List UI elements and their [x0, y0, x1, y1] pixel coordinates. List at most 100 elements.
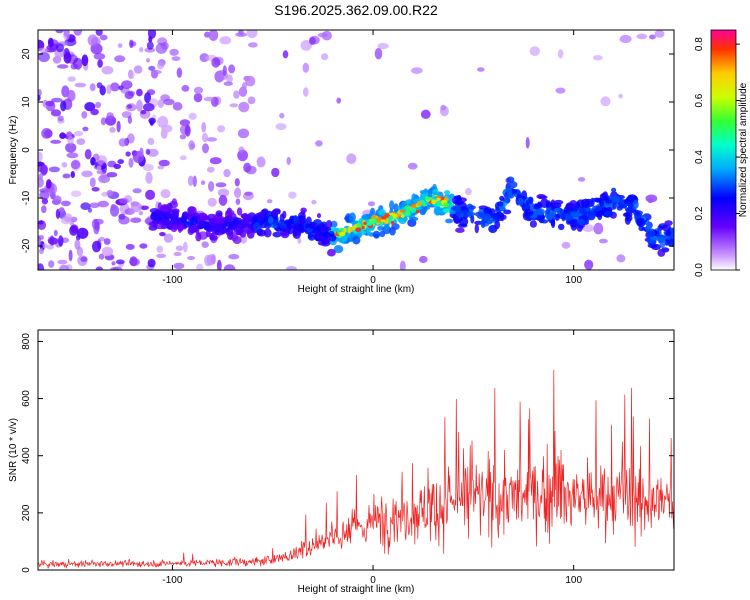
heatmap-cell	[376, 217, 382, 223]
heatmap-cell	[133, 65, 143, 74]
heatmap-cell	[247, 96, 256, 105]
heatmap-cell	[419, 255, 428, 264]
heatmap-cell	[38, 220, 44, 225]
heatmap-cell	[70, 171, 76, 178]
heatmap-cell	[163, 98, 175, 106]
heatmap-cell	[103, 238, 111, 245]
snr-y-ticks: 0 200 400 600 800	[21, 333, 674, 573]
heatmap-cell	[136, 99, 143, 112]
heatmap-cell	[47, 237, 59, 245]
heatmap-cell	[106, 84, 112, 95]
y-tick-label: 600	[21, 390, 32, 407]
heatmap-cell	[657, 248, 666, 257]
heatmap-cell	[193, 92, 203, 103]
heatmap-cell	[39, 248, 44, 255]
heatmap-cell	[127, 104, 133, 109]
heatmap-cell	[145, 172, 153, 184]
heatmap-cell	[570, 211, 579, 218]
heatmap-cell	[317, 32, 328, 38]
heatmap-cell	[248, 42, 258, 48]
heatmap-cell	[669, 237, 674, 243]
x-tick-label: -100	[162, 575, 182, 586]
heatmap-cell	[529, 46, 540, 56]
heatmap-cell	[536, 201, 542, 209]
heatmap-cell	[129, 256, 138, 267]
heatmap-cell	[388, 215, 394, 221]
y-tick-label: 200	[21, 504, 32, 521]
heatmap-cell	[157, 61, 165, 70]
heatmap-cell	[99, 236, 105, 242]
heatmap-cell	[398, 215, 407, 225]
heatmap-cell	[399, 209, 406, 213]
heatmap-cell	[119, 197, 129, 204]
heatmap-cell	[263, 228, 272, 238]
heatmap-cell	[95, 266, 103, 270]
heatmap-cell	[287, 227, 294, 235]
heatmap-cell	[234, 187, 242, 199]
heatmap-cell	[215, 182, 227, 188]
heatmap-cell	[57, 115, 64, 122]
heatmap-cell	[81, 170, 93, 178]
heatmap-cell	[361, 225, 365, 229]
heatmap-cell	[158, 159, 170, 167]
heatmap-cell	[128, 70, 135, 80]
heatmap-cell	[208, 218, 215, 224]
heatmap-cell	[150, 69, 162, 75]
heatmap-cell	[236, 207, 243, 216]
heatmap-cell	[70, 160, 81, 170]
heatmap-cell	[84, 102, 96, 112]
heatmap-cell	[38, 51, 50, 63]
heatmap-cell	[55, 208, 61, 219]
colorbar: 0.0 0.2 0.4 0.6 0.8 Normalized spectral ampl…	[694, 29, 749, 277]
heatmap-cell	[87, 34, 99, 47]
y-tick-label: 10	[21, 96, 32, 108]
heatmap-cell	[63, 30, 70, 41]
heatmap-cell	[176, 67, 183, 78]
heatmap-cell	[282, 50, 289, 59]
heatmap-cell	[275, 208, 281, 215]
heatmap-cell	[56, 64, 69, 69]
colorbar-ticks: 0.0 0.2 0.4 0.6 0.8	[694, 37, 740, 277]
heatmap-cell	[238, 146, 245, 153]
heatmap-cell	[311, 199, 317, 205]
heatmap-cell	[84, 149, 92, 160]
heatmap-cell	[629, 195, 635, 204]
heatmap-cell	[347, 230, 351, 234]
heatmap-cell	[536, 208, 545, 216]
heatmap-cell	[490, 213, 500, 219]
heatmap-cell	[503, 209, 512, 215]
heatmap-cell	[279, 112, 285, 119]
heatmap-cell	[195, 232, 202, 242]
heatmap-cell	[599, 197, 605, 208]
heatmap-cell	[172, 209, 180, 219]
heatmap-cell	[223, 264, 236, 270]
heatmap-cell	[377, 225, 384, 231]
snr-x-label: Height of straight line (km)	[298, 584, 415, 595]
heatmap-cell	[465, 187, 472, 196]
heatmap-cell	[66, 152, 79, 159]
heatmap-cell	[117, 43, 123, 48]
heatmap-cell	[171, 224, 181, 230]
heatmap-cell	[483, 213, 492, 222]
heatmap-cell	[286, 222, 292, 230]
heatmap-cell	[187, 256, 196, 260]
heatmap-cell	[74, 82, 87, 88]
heatmap-cell	[238, 86, 248, 97]
heatmap-cell	[577, 218, 585, 226]
heatmap-cell	[157, 165, 165, 170]
heatmap-cell	[118, 215, 130, 225]
heatmap-cell	[45, 100, 55, 107]
heatmap-cell	[499, 195, 505, 201]
heatmap-cell	[300, 207, 307, 213]
heatmap-cell	[97, 59, 103, 68]
heatmap-cell	[442, 208, 451, 213]
heatmap-cell	[411, 67, 423, 74]
heatmap-cell	[581, 198, 591, 208]
heatmap-cell	[67, 136, 74, 145]
heatmap-cell	[367, 201, 376, 207]
heatmap-cell	[372, 230, 381, 238]
heatmap-cell	[106, 172, 118, 178]
heatmap-cell	[181, 85, 190, 92]
heatmap-cell	[55, 43, 65, 53]
